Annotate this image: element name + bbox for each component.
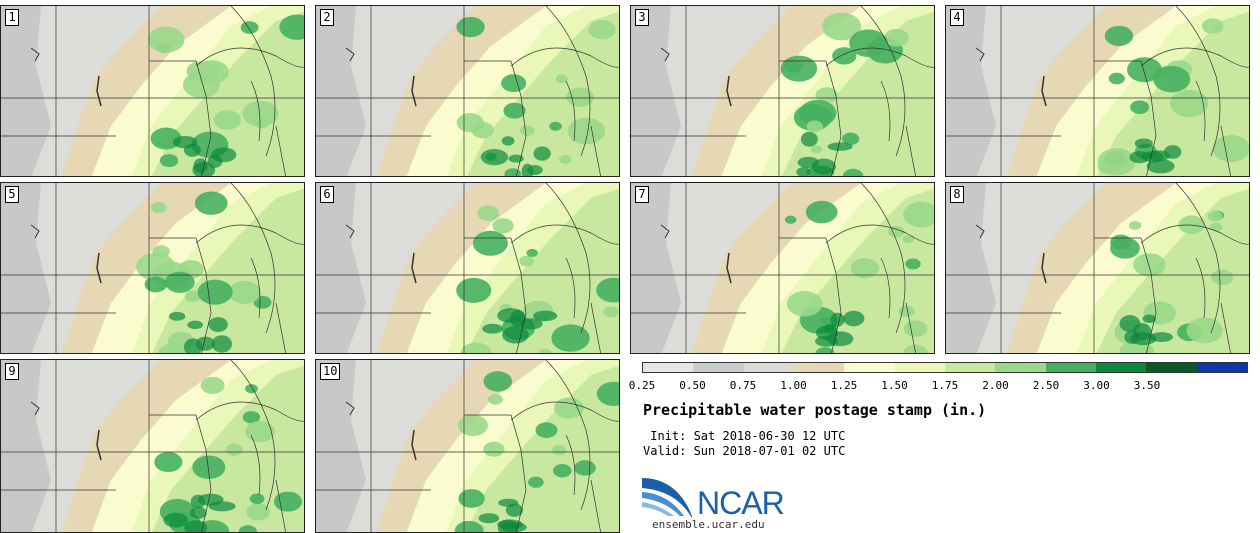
colorbar-tick-label: 1.50 — [881, 379, 908, 392]
ncar-logo-icon — [642, 478, 692, 518]
colorbar-segment — [793, 363, 845, 372]
colorbar-segment — [643, 363, 694, 372]
stamp-number-4: 4 — [950, 9, 964, 26]
colorbar-segment — [743, 363, 794, 372]
colorbar-segment — [1146, 363, 1197, 372]
logo-url-link[interactable]: ensemble.ucar.edu — [652, 518, 765, 531]
stamp-panel-5[interactable]: 5 — [0, 182, 305, 354]
precip-map-5 — [1, 183, 304, 353]
stamp-number-10: 10 — [320, 363, 341, 380]
precip-map-3 — [631, 6, 934, 176]
stamp-number-1: 1 — [5, 9, 19, 26]
colorbar-tick-label: 0.50 — [679, 379, 706, 392]
precip-map-4 — [946, 6, 1249, 176]
precip-map-10 — [316, 360, 619, 532]
colorbar-tick-label: 0.25 — [628, 379, 656, 392]
precip-map-7 — [631, 183, 934, 353]
colorbar-segment — [894, 363, 945, 372]
stamp-number-3: 3 — [635, 9, 649, 26]
stamp-panel-9[interactable]: 9 — [0, 359, 305, 533]
colorbar-segment — [693, 363, 744, 372]
colorbar-tick-label: 0.75 — [729, 379, 757, 392]
stamp-panel-6[interactable]: 6 — [315, 182, 620, 354]
stamp-panel-10[interactable]: 10 — [315, 359, 620, 533]
logo-wordmark: NCAR — [697, 485, 785, 521]
precip-map-8 — [946, 183, 1249, 353]
stamp-panel-3[interactable]: 3 — [630, 5, 935, 177]
precip-map-9 — [1, 360, 304, 532]
stamp-number-8: 8 — [950, 186, 964, 203]
stamp-panel-7[interactable]: 7 — [630, 182, 935, 354]
valid-time: Valid: Sun 2018-07-01 02 UTC — [643, 444, 846, 458]
stamp-number-2: 2 — [320, 9, 334, 26]
colorbar-segment — [844, 363, 895, 372]
legend-tick-labels: 0.25 0.50 0.75 1.00 1.25 1.50 1.75 2.00 2.50 3.00… — [628, 379, 1250, 393]
colorbar-segment — [995, 363, 1046, 372]
stamp-panel-1[interactable]: 1 — [0, 5, 305, 177]
colorbar-tick-label: 2.50 — [1032, 379, 1060, 392]
legend-colorbar — [642, 362, 1248, 373]
stamp-panel-2[interactable]: 2 — [315, 5, 620, 177]
colorbar-segment — [1045, 363, 1096, 372]
stamp-number-9: 9 — [5, 363, 19, 380]
stamp-number-7: 7 — [635, 186, 649, 203]
stamp-number-6: 6 — [320, 186, 334, 203]
colorbar-tick-label: 1.25 — [830, 379, 858, 392]
colorbar-segment — [1196, 363, 1247, 372]
init-time: Init: Sat 2018-06-30 12 UTC — [643, 429, 846, 443]
precip-map-1 — [1, 6, 304, 176]
stamp-panel-4[interactable]: 4 — [945, 5, 1250, 177]
stamp-number-5: 5 — [5, 186, 19, 203]
colorbar-tick-label: 1.75 — [931, 379, 959, 392]
legend-title: Precipitable water postage stamp (in.) — [643, 401, 987, 419]
stamp-panel-8[interactable]: 8 — [945, 182, 1250, 354]
colorbar-segment — [1095, 363, 1147, 372]
colorbar-tick-label: 3.00 — [1083, 379, 1110, 392]
colorbar-segment — [944, 363, 996, 372]
colorbar-tick-label: 2.00 — [982, 379, 1009, 392]
colorbar-tick-label: 1.00 — [780, 379, 807, 392]
colorbar-tick-label: 3.50 — [1133, 379, 1161, 392]
precip-map-6 — [316, 183, 619, 353]
precip-map-2 — [316, 6, 619, 176]
